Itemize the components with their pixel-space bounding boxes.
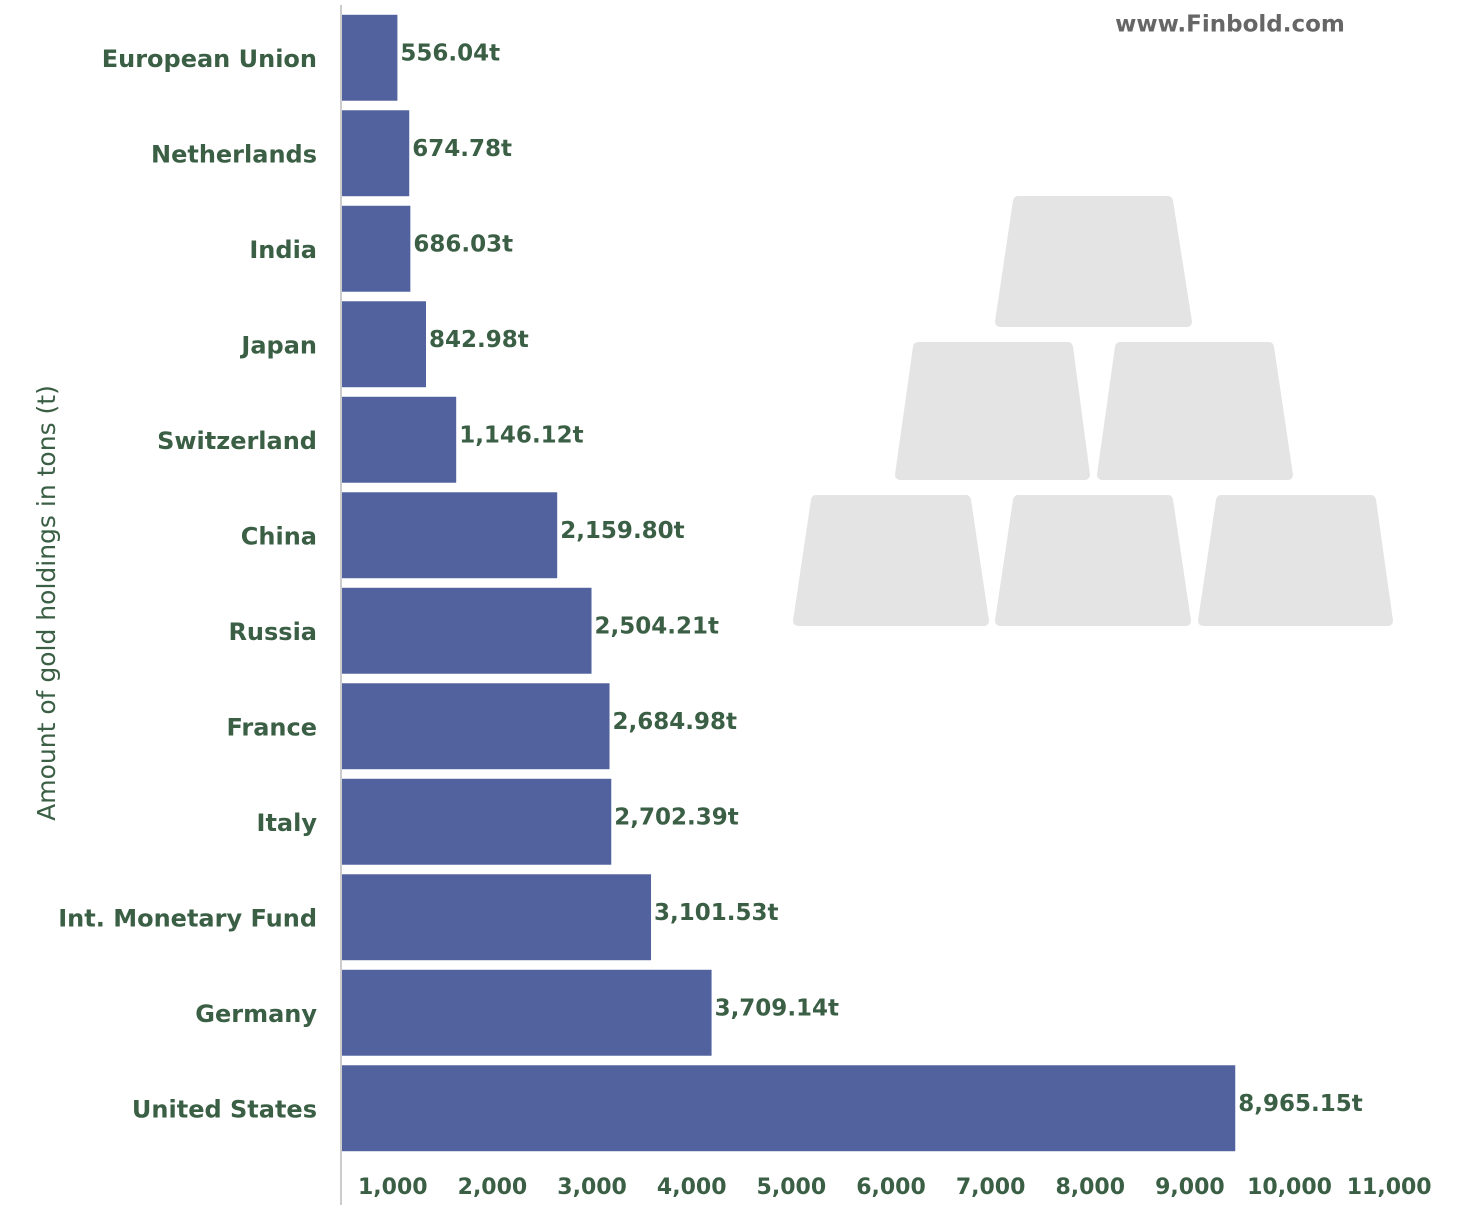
value-label: 8,965.15t — [1238, 1091, 1363, 1117]
y-tick-label: India — [249, 236, 317, 264]
bar — [342, 110, 410, 197]
value-label: 674.78t — [412, 136, 512, 162]
value-label: 556.04t — [400, 40, 500, 66]
y-tick-label: France — [227, 713, 317, 741]
bar — [342, 301, 426, 388]
value-label: 2,504.21t — [595, 613, 720, 639]
value-label: 2,159.80t — [560, 518, 685, 544]
value-label: 686.03t — [413, 231, 513, 257]
y-tick-label: European Union — [102, 45, 317, 73]
x-tick-label: 5,000 — [757, 1175, 827, 1200]
bar — [342, 205, 411, 292]
x-tick-label: 11,000 — [1347, 1175, 1432, 1200]
value-label: 2,684.98t — [613, 709, 738, 735]
bar — [342, 492, 558, 579]
gold-bars-icon — [793, 196, 1393, 626]
y-tick-label: Russia — [228, 618, 317, 646]
bar — [342, 14, 398, 101]
value-label: 842.98t — [429, 327, 529, 353]
bar — [342, 778, 612, 865]
x-tick-label: 2,000 — [458, 1175, 528, 1200]
x-tick-label: 8,000 — [1055, 1175, 1125, 1200]
y-tick-label: Germany — [195, 1000, 317, 1028]
value-label: 2,702.39t — [614, 804, 739, 830]
value-label: 1,146.12t — [459, 422, 583, 448]
bar — [342, 1065, 1236, 1152]
y-tick-label: Netherlands — [151, 140, 317, 168]
value-label: 3,709.14t — [715, 995, 840, 1021]
value-label: 3,101.53t — [654, 900, 779, 926]
x-tick-label: 4,000 — [657, 1175, 727, 1200]
y-tick-label: United States — [132, 1095, 317, 1123]
x-tick-label: 1,000 — [358, 1175, 428, 1200]
x-tick-label: 6,000 — [856, 1175, 926, 1200]
y-tick-label: China — [241, 522, 317, 550]
y-tick-label: Int. Monetary Fund — [58, 904, 317, 932]
bar — [342, 683, 610, 770]
y-tick-label: Switzerland — [157, 427, 317, 455]
bar — [342, 874, 652, 961]
x-tick-label: 10,000 — [1247, 1175, 1332, 1200]
bar — [342, 969, 712, 1056]
x-tick-label: 9,000 — [1155, 1175, 1225, 1200]
watermark: www.Finbold.com — [1115, 12, 1345, 38]
y-tick-label: Italy — [257, 809, 318, 837]
bar — [342, 587, 592, 674]
y-axis-label: Amount of gold holdings in tons (t) — [32, 385, 61, 821]
bar — [342, 396, 457, 483]
y-tick-label: Japan — [239, 331, 317, 359]
x-tick-label: 3,000 — [557, 1175, 627, 1200]
x-tick-label: 7,000 — [956, 1175, 1026, 1200]
